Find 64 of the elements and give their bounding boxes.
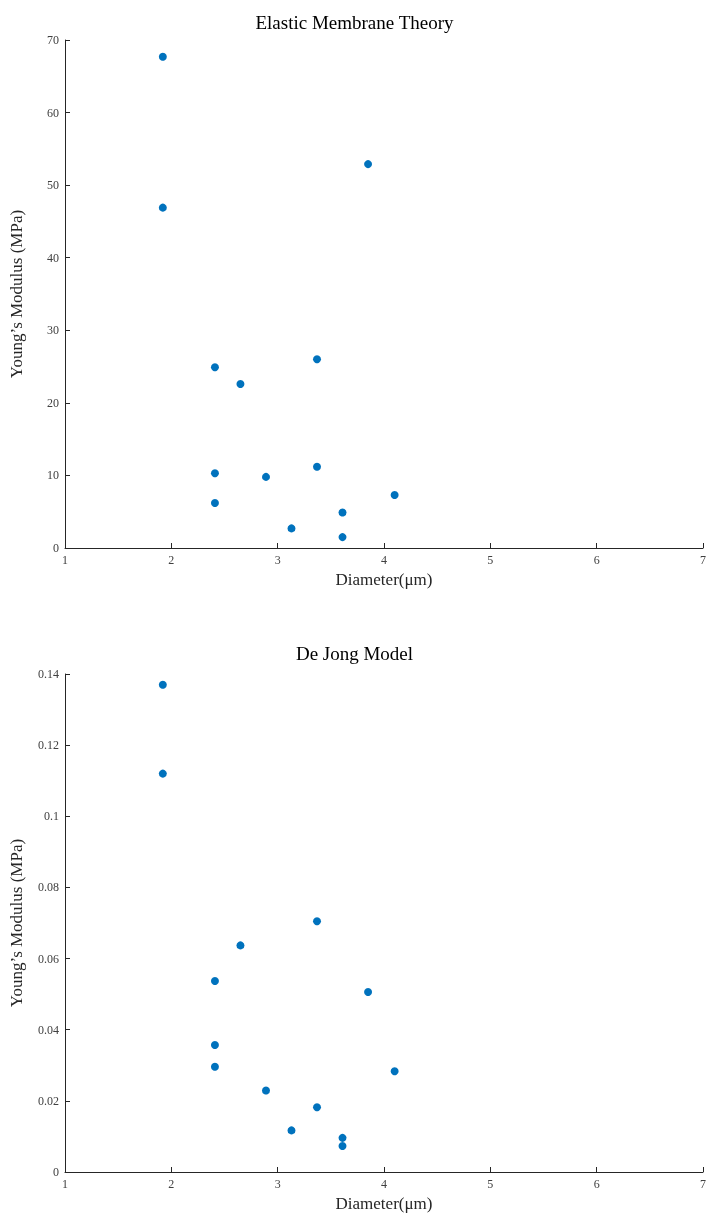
point xyxy=(364,988,373,997)
x-tick-label: 7 xyxy=(700,553,706,567)
point xyxy=(390,491,399,500)
y-tick-label: 0 xyxy=(53,541,59,555)
x-tick-label: 7 xyxy=(700,1177,706,1191)
x-tick-label: 4 xyxy=(381,553,387,567)
x-tick-label: 3 xyxy=(274,553,281,567)
point xyxy=(210,363,219,372)
point xyxy=(338,1133,347,1142)
point xyxy=(313,1103,322,1112)
x-tick-label: 6 xyxy=(593,553,600,567)
y-tick-label: 10 xyxy=(47,468,59,483)
point xyxy=(210,976,219,985)
y-tick-label: 60 xyxy=(47,105,59,120)
point xyxy=(287,1126,296,1135)
point xyxy=(236,941,245,950)
x-tick-label: 6 xyxy=(593,1177,600,1191)
point xyxy=(364,160,373,169)
y-axis-title: Young’s Modulus (MPa) xyxy=(7,209,26,379)
point xyxy=(210,499,219,507)
point xyxy=(261,1086,270,1095)
point xyxy=(261,472,270,481)
point xyxy=(158,769,167,778)
y-tick-label: 40 xyxy=(47,250,59,265)
y-tick-label: 30 xyxy=(47,323,59,338)
point xyxy=(313,355,322,364)
y-tick-label: 0.08 xyxy=(38,880,59,895)
chart-title: Elastic Membrane Theory xyxy=(255,12,455,33)
point xyxy=(158,52,167,61)
y-tick-label: 0.1 xyxy=(44,809,59,824)
point xyxy=(287,524,296,533)
point xyxy=(210,1041,219,1050)
x-tick-label: 1 xyxy=(62,1177,68,1191)
point xyxy=(338,508,347,517)
y-axis-title: Young’s Modulus (MPa) xyxy=(7,838,26,1008)
y-tick-label: 0.12 xyxy=(38,738,59,753)
point xyxy=(313,462,322,471)
y-tick-label: 20 xyxy=(47,395,59,410)
point xyxy=(390,1067,399,1076)
y-tick-label: 50 xyxy=(47,178,59,193)
x-tick-label: 3 xyxy=(274,1177,281,1191)
x-tick-label: 5 xyxy=(487,553,494,567)
point xyxy=(158,203,167,212)
x-axis-title: Diameter(μm) xyxy=(335,1193,433,1213)
point xyxy=(210,1062,219,1071)
point xyxy=(313,917,322,926)
x-tick-label: 1 xyxy=(62,553,68,567)
x-tick-label: 5 xyxy=(487,1177,494,1191)
y-tick-label: 0.14 xyxy=(38,667,59,681)
point xyxy=(338,1142,347,1151)
y-tick-label: 0 xyxy=(53,1165,59,1179)
point xyxy=(210,469,219,478)
point xyxy=(158,680,167,689)
x-axis-title: Diameter(μm) xyxy=(335,569,433,589)
y-tick-label: 0.04 xyxy=(38,1022,59,1037)
y-tick-label: 70 xyxy=(47,33,59,47)
x-tick-label: 4 xyxy=(381,1177,387,1191)
point xyxy=(338,533,347,542)
y-tick-label: 0.06 xyxy=(38,951,59,966)
x-tick-label: 2 xyxy=(168,1177,175,1191)
point xyxy=(236,379,245,388)
x-tick-label: 2 xyxy=(168,553,175,567)
y-tick-label: 0.02 xyxy=(38,1093,59,1108)
chart-title: De Jong Model xyxy=(295,643,414,664)
